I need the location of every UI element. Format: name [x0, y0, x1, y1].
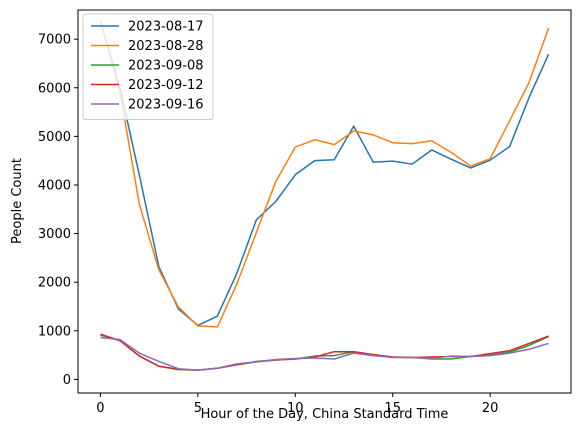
series-lines [99, 20, 550, 371]
y-axis-label: People Count [10, 158, 25, 244]
series-line-4 [100, 336, 549, 371]
y-tick-label: 0 [63, 373, 71, 388]
plot-frame [77, 9, 572, 394]
y-tick-label: 7000 [38, 33, 71, 48]
y-tick-label: 3000 [38, 227, 71, 242]
legend-label-4: 2023-09-16 [128, 98, 204, 113]
y-tick-label: 1000 [38, 324, 71, 339]
y-tick-label: 5000 [38, 130, 71, 145]
x-tick-label: 10 [287, 401, 304, 416]
x-tick-label: 0 [96, 401, 104, 416]
series-line-1 [99, 20, 550, 328]
x-axis: 0 5 10 15 20 [96, 393, 498, 416]
x-axis-label: Hour of the Day, China Standard Time [201, 407, 449, 422]
legend-box [82, 13, 214, 120]
y-tick-label: 6000 [38, 81, 71, 96]
x-tick-label: 20 [482, 401, 499, 416]
legend-label-2: 2023-09-08 [128, 59, 204, 74]
y-tick-label: 4000 [38, 178, 71, 193]
legend-label-1: 2023-08-28 [128, 39, 204, 54]
x-tick-label: 15 [384, 401, 401, 416]
legend-label-3: 2023-09-12 [128, 78, 204, 93]
legend-label-0: 2023-08-17 [128, 20, 204, 35]
y-tick-label: 2000 [38, 276, 71, 291]
y-axis: 0 1000 2000 3000 4000 5000 6000 7000 [38, 33, 78, 388]
x-tick-label: 5 [194, 401, 202, 416]
legend: 2023-08-17 2023-08-28 2023-09-08 2023-09-12… [82, 13, 214, 120]
